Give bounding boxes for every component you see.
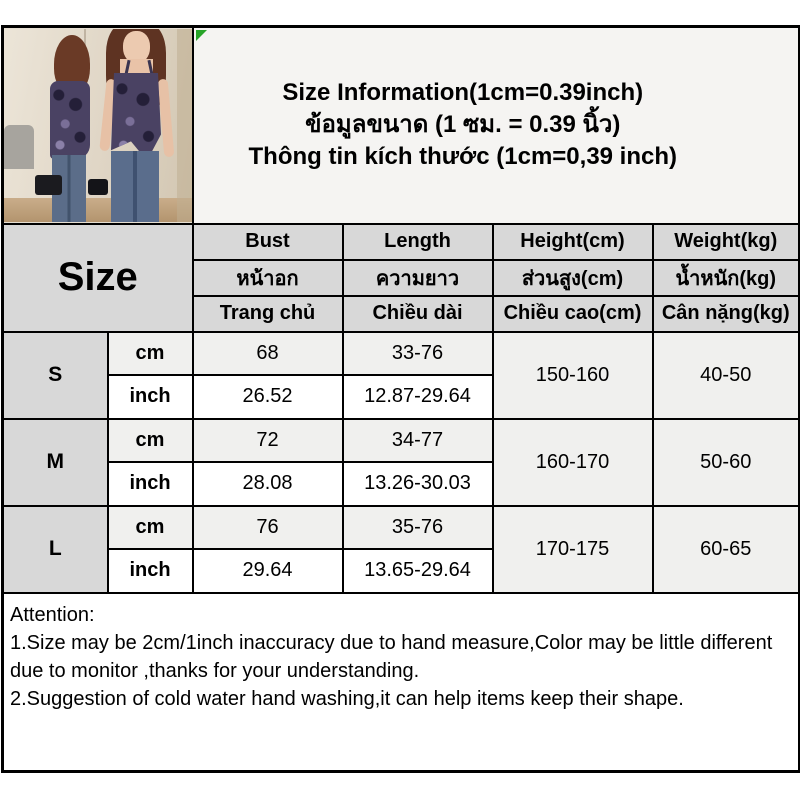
weight-s: 40-50 [651, 330, 800, 420]
photo-figure-mirror-top [50, 80, 90, 159]
title-vietnamese: Thông tin kích thước (1cm=0,39 inch) [248, 143, 678, 171]
photo-floor [4, 197, 191, 222]
size-label: Size [1, 222, 194, 333]
col-header-weight-vi: Cân nặng(kg) [651, 294, 800, 333]
photo-figure-cami-top [111, 72, 161, 161]
size-info-header: Size Information(1cm=0.39inch) ข้อมูลขนา… [191, 25, 800, 225]
bust-cm-m: 72 [191, 417, 344, 463]
size-table: Size Information(1cm=0.39inch) ข้อมูลขนา… [1, 25, 800, 773]
height-l: 170-175 [491, 504, 654, 594]
unit-cm-m: cm [106, 417, 194, 463]
row-label-l: L [1, 504, 109, 594]
photo-figure-jeans [111, 150, 159, 222]
unit-inch-m: inch [106, 460, 194, 507]
attention-line-title: Attention: [10, 603, 95, 626]
attention-note: Attention: 1.Size may be 2cm/1inch inacc… [1, 591, 800, 773]
length-cm-s: 33-76 [341, 330, 494, 376]
col-header-bust-th: หน้าอก [191, 258, 344, 297]
photo-sofa [4, 124, 34, 169]
height-m: 160-170 [491, 417, 654, 507]
product-photo-cell [1, 25, 194, 225]
attention-line-2: due to monitor ,thanks for your understa… [10, 659, 420, 682]
title-thai: ข้อมูลขนาด (1 ซม. = 0.39 นิ้ว) [305, 111, 621, 139]
col-header-length-vi: Chiều dài [341, 294, 494, 333]
photo-wall-shadow [176, 28, 191, 222]
col-header-weight-en: Weight(kg) [651, 222, 800, 261]
attention-line-1: 1.Size may be 2cm/1inch inaccuracy due t… [10, 631, 773, 654]
col-header-length-en: Length [341, 222, 494, 261]
col-header-bust-vi: Trang chủ [191, 294, 344, 333]
bust-inch-l: 29.64 [191, 547, 344, 594]
weight-l: 60-65 [651, 504, 800, 594]
unit-inch-s: inch [106, 373, 194, 420]
weight-m: 50-60 [651, 417, 800, 507]
length-inch-l: 13.65-29.64 [341, 547, 494, 594]
length-inch-m: 13.26-30.03 [341, 460, 494, 507]
col-header-length-th: ความยาว [341, 258, 494, 297]
unit-inch-l: inch [106, 547, 194, 594]
title-english: Size Information(1cm=0.39inch) [282, 79, 644, 107]
bust-inch-m: 28.08 [191, 460, 344, 507]
col-header-height-th: ส่วนสูง(cm) [491, 258, 654, 297]
col-header-height-vi: Chiều cao(cm) [491, 294, 654, 333]
product-photo [4, 28, 191, 222]
bust-inch-s: 26.52 [191, 373, 344, 420]
col-header-weight-th: น้ำหนัก(kg) [651, 258, 800, 297]
photo-handbag-right [88, 178, 108, 195]
col-header-height-en: Height(cm) [491, 222, 654, 261]
row-label-s: S [1, 330, 109, 420]
green-corner-marker-icon [195, 30, 207, 41]
unit-cm-l: cm [106, 504, 194, 550]
bust-cm-l: 76 [191, 504, 344, 550]
length-cm-m: 34-77 [341, 417, 494, 463]
col-header-bust-en: Bust [191, 222, 344, 261]
length-inch-s: 12.87-29.64 [341, 373, 494, 420]
bust-cm-s: 68 [191, 330, 344, 376]
row-label-m: M [1, 417, 109, 507]
unit-cm-s: cm [106, 330, 194, 376]
photo-figure-face [123, 30, 150, 63]
length-cm-l: 35-76 [341, 504, 494, 550]
photo-handbag-left [35, 174, 62, 195]
height-s: 150-160 [491, 330, 654, 420]
attention-line-3: 2.Suggestion of cold water hand washing,… [10, 687, 684, 710]
